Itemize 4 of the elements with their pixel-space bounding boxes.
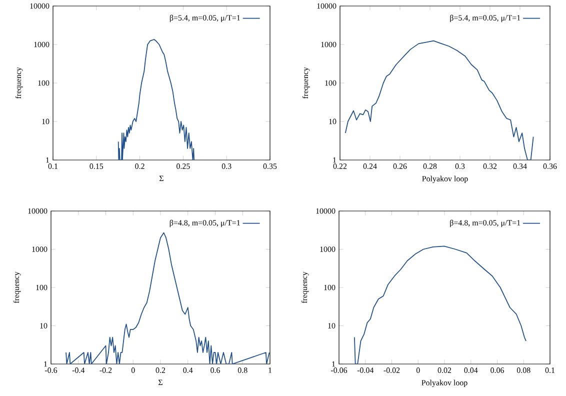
line-series bbox=[118, 39, 194, 160]
line-series bbox=[354, 246, 526, 364]
line-series bbox=[344, 40, 534, 160]
line-series bbox=[66, 232, 270, 364]
